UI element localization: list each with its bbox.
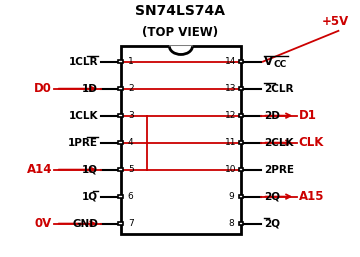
Bar [118,168,123,171]
Text: 2CLR: 2CLR [264,84,293,94]
Bar [118,114,123,117]
Bar [239,60,243,63]
Text: 3: 3 [128,111,134,120]
Text: 4: 4 [128,138,134,147]
Text: 2: 2 [128,84,134,93]
Text: 7: 7 [128,219,134,228]
Bar [239,114,243,117]
Text: 11: 11 [225,138,237,147]
Text: SN74LS74A: SN74LS74A [135,4,225,18]
Bar [118,141,123,144]
Bar [239,222,243,225]
Text: 0V: 0V [35,217,52,230]
Bar [118,222,123,225]
Text: 10: 10 [225,165,237,174]
Bar [239,87,243,90]
Text: 6: 6 [128,192,134,201]
Text: V: V [264,55,273,68]
Text: 1CLR: 1CLR [68,57,98,67]
Wedge shape [170,46,193,54]
Bar [239,168,243,171]
Text: 1CLK: 1CLK [68,111,98,121]
Text: 12: 12 [225,111,237,120]
Text: GND: GND [72,219,98,228]
Text: 2D: 2D [264,111,280,121]
Text: 2PRE: 2PRE [264,165,294,175]
Text: 1PRE: 1PRE [68,138,98,148]
Text: 5: 5 [128,165,134,174]
Text: 14: 14 [225,57,237,66]
Text: (TOP VIEW): (TOP VIEW) [142,26,218,39]
Bar [118,87,123,90]
Text: 1D: 1D [82,84,98,94]
Text: 1Q: 1Q [82,192,98,201]
Text: 1: 1 [128,57,134,66]
Text: D1: D1 [299,109,317,122]
Bar [239,195,243,198]
Bar [121,46,241,234]
Bar [239,141,243,144]
Text: 1Q: 1Q [82,165,98,175]
Bar [118,195,123,198]
Text: 2Q: 2Q [264,219,280,228]
Text: 2Q: 2Q [264,192,280,201]
Text: +5V: +5V [322,15,349,28]
Text: 2CLK: 2CLK [264,138,293,148]
Text: CLK: CLK [299,136,324,149]
Text: A15: A15 [299,190,324,203]
Text: CC: CC [274,60,287,69]
Text: A14: A14 [27,163,52,176]
Text: 13: 13 [225,84,237,93]
Text: 9: 9 [228,192,234,201]
Text: 8: 8 [228,219,234,228]
Text: D0: D0 [34,82,52,95]
Bar [118,60,123,63]
